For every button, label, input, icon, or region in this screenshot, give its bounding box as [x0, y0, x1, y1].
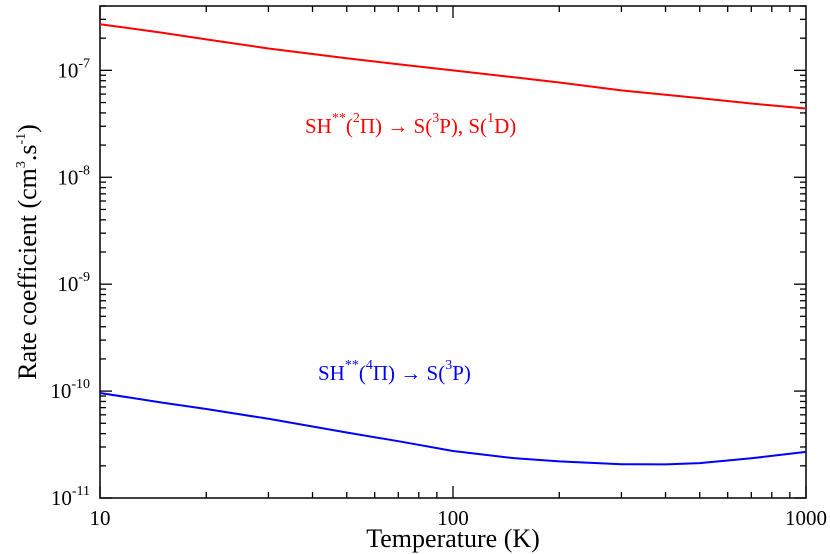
- y-axis-title: Rate coefficient (cm3.s-1): [13, 124, 42, 380]
- tick-labels: 10 100 1000 10-7 10-8 10-9 10-10 10-11: [50, 56, 827, 530]
- x-tick-label: 100: [437, 506, 469, 530]
- axis-ticks: [99, 5, 807, 499]
- y-tick-label: 10-9: [57, 270, 90, 296]
- y-tick-label: 10-8: [57, 163, 90, 189]
- annotation-blue-channel: SH**(4Π) → S(3P): [318, 358, 471, 385]
- y-tick-label: 10-10: [50, 377, 90, 403]
- series-line-2: [99, 392, 807, 466]
- y-tick-label: 10-7: [57, 56, 90, 82]
- series-lines: [99, 23, 807, 466]
- annotation-red-channel: SH**(2Π) → S(3P), S(1D): [305, 111, 516, 138]
- x-axis-title: Temperature (K): [366, 524, 540, 553]
- series-line-1: [99, 23, 807, 110]
- x-tick-label: 1000: [785, 506, 827, 530]
- y-tick-label: 10-11: [51, 484, 90, 510]
- x-tick-label: 10: [90, 506, 111, 530]
- plot-frame: [99, 5, 807, 499]
